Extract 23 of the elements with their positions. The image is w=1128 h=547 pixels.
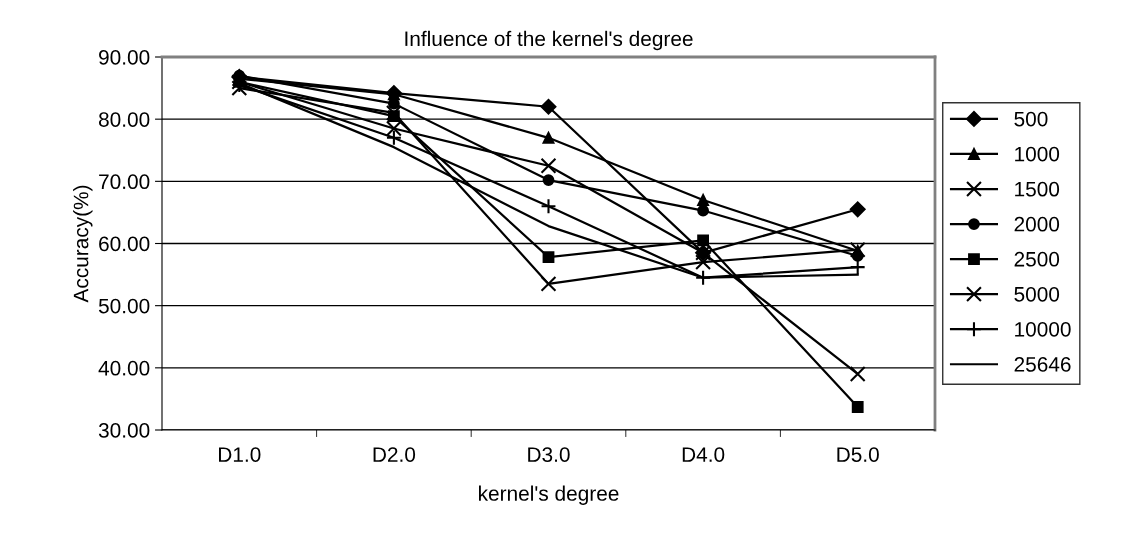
- x-tick-label: D1.0: [219, 447, 261, 462]
- legend-label: 10000: [1015, 321, 1071, 337]
- y-tick-label: 60.00: [99, 236, 150, 252]
- y-tick-label: 50.00: [98, 298, 150, 314]
- y-tick-label: 80.00: [98, 112, 150, 127]
- legend-label: 1500: [1015, 181, 1060, 197]
- y-tick-label: 70.00: [99, 174, 150, 190]
- y-tick-label: 30.00: [98, 423, 150, 438]
- legend-label: 1000: [1015, 146, 1060, 162]
- x-tick-label: D2.0: [373, 447, 416, 462]
- legend-label: 2000: [1014, 216, 1060, 232]
- legend-label: 5000: [1014, 286, 1060, 302]
- x-tick-label: D3.0: [528, 447, 570, 462]
- x-axis-title: kernel's degree: [479, 485, 619, 505]
- legend-label: 500: [1014, 111, 1048, 127]
- legend-label: 2500: [1014, 251, 1060, 267]
- x-tick-label: D5.0: [837, 447, 879, 462]
- chart-title: Influence of the kernel's degree: [405, 30, 693, 51]
- y-tick-label: 90.00: [99, 50, 150, 65]
- x-tick-label: D4.0: [682, 447, 725, 462]
- y-axis-title: Accuracy(%): [73, 185, 93, 303]
- legend-label: 25646: [1014, 357, 1071, 372]
- y-tick-label: 40.00: [98, 360, 150, 376]
